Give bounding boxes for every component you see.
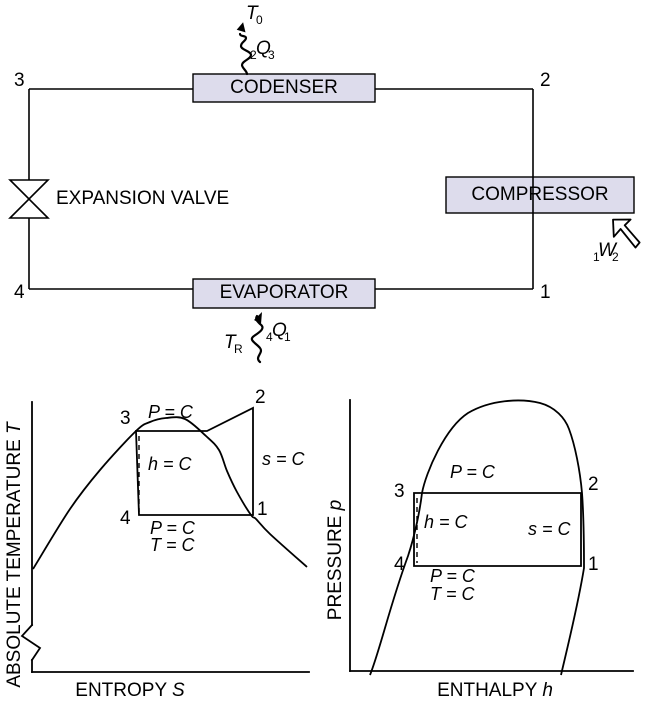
- svg-text:s = C: s = C: [262, 449, 306, 469]
- svg-text:PRESSURE p: PRESSURE p: [325, 500, 346, 620]
- svg-text:1: 1: [540, 282, 551, 303]
- svg-text:P = C: P = C: [450, 462, 496, 482]
- svg-text:EXPANSION VALVE: EXPANSION VALVE: [56, 188, 229, 209]
- svg-text:P = C: P = C: [430, 566, 476, 586]
- svg-text:R: R: [234, 342, 243, 356]
- svg-text:2: 2: [612, 250, 619, 264]
- svg-text:1: 1: [593, 250, 600, 264]
- svg-text:T = C: T = C: [430, 584, 476, 604]
- svg-text:0: 0: [256, 13, 263, 27]
- svg-text:2: 2: [588, 474, 599, 495]
- svg-text:h = C: h = C: [424, 512, 469, 532]
- svg-text:h = C: h = C: [148, 454, 193, 474]
- svg-text:4: 4: [266, 330, 273, 344]
- svg-text:ENTHALPY h: ENTHALPY h: [437, 680, 553, 701]
- svg-text:1: 1: [257, 499, 268, 520]
- svg-text:1: 1: [284, 330, 291, 344]
- svg-text:3: 3: [120, 408, 131, 429]
- svg-text:2: 2: [250, 48, 257, 62]
- svg-text:2: 2: [255, 387, 266, 408]
- svg-text:COMPRESSOR: COMPRESSOR: [471, 184, 608, 205]
- svg-text:2: 2: [540, 70, 551, 91]
- svg-text:CODENSER: CODENSER: [230, 77, 338, 98]
- svg-text:1: 1: [588, 554, 599, 575]
- svg-text:ENTROPY S: ENTROPY S: [75, 680, 185, 701]
- svg-text:ABSOLUTE TEMPERATURE T: ABSOLUTE TEMPERATURE T: [4, 421, 25, 688]
- svg-text:s = C: s = C: [528, 519, 572, 539]
- svg-text:4: 4: [394, 554, 405, 575]
- svg-text:4: 4: [14, 282, 25, 303]
- svg-text:P = C: P = C: [148, 402, 194, 422]
- svg-text:3: 3: [268, 48, 275, 62]
- svg-text:T = C: T = C: [150, 535, 196, 555]
- svg-text:3: 3: [14, 70, 25, 91]
- svg-text:3: 3: [394, 481, 405, 502]
- svg-text:4: 4: [120, 508, 131, 529]
- svg-text:EVAPORATOR: EVAPORATOR: [220, 282, 349, 303]
